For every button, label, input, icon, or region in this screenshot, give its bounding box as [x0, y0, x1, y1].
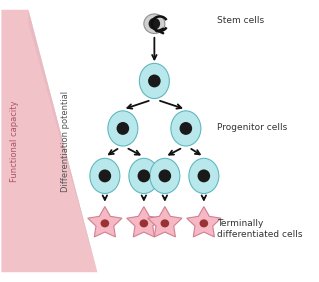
Ellipse shape — [159, 169, 171, 182]
Text: Progenitor cells: Progenitor cells — [217, 123, 288, 131]
Ellipse shape — [99, 169, 111, 182]
Ellipse shape — [108, 111, 138, 146]
Polygon shape — [88, 207, 122, 237]
Ellipse shape — [189, 158, 219, 193]
Ellipse shape — [197, 169, 210, 182]
Polygon shape — [127, 207, 161, 237]
Polygon shape — [148, 207, 182, 237]
Ellipse shape — [150, 158, 180, 193]
Ellipse shape — [148, 74, 161, 87]
Ellipse shape — [144, 14, 165, 34]
Ellipse shape — [180, 122, 192, 135]
Ellipse shape — [100, 219, 109, 227]
Ellipse shape — [137, 169, 150, 182]
Polygon shape — [187, 207, 221, 237]
Ellipse shape — [171, 111, 201, 146]
Ellipse shape — [139, 219, 148, 227]
Text: Stem cells: Stem cells — [217, 16, 264, 25]
Text: Differentiation potential: Differentiation potential — [61, 91, 70, 191]
Ellipse shape — [129, 158, 159, 193]
Ellipse shape — [160, 219, 169, 227]
Ellipse shape — [199, 219, 208, 227]
Ellipse shape — [90, 158, 120, 193]
Ellipse shape — [149, 18, 160, 30]
Ellipse shape — [139, 63, 169, 98]
Ellipse shape — [116, 122, 129, 135]
Polygon shape — [1, 10, 97, 272]
Polygon shape — [28, 10, 97, 272]
Text: Terminally
differentiated cells: Terminally differentiated cells — [217, 219, 303, 239]
Text: Functional capacity: Functional capacity — [11, 100, 19, 182]
